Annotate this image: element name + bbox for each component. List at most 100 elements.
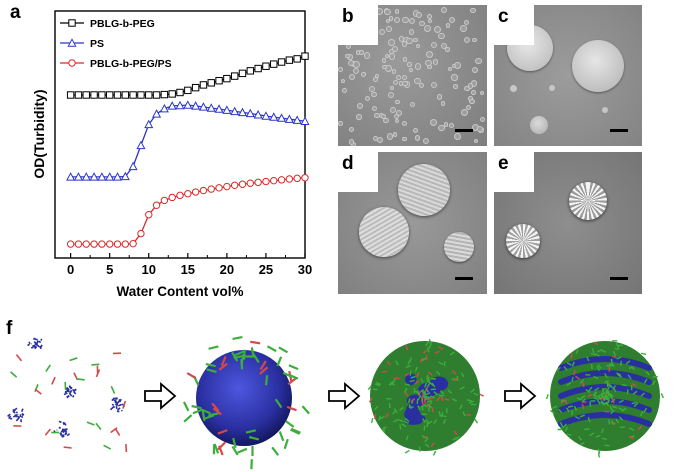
data-point [246,179,255,187]
data-point [284,114,294,123]
data-point [214,104,224,113]
simulation-sequence [7,335,665,470]
rod-chain [182,401,190,412]
nanoparticle [430,119,438,127]
nanoparticle [371,106,377,112]
rod-chain [206,368,217,374]
nanoparticle [445,47,450,52]
data-point [152,201,161,209]
data-point [137,229,145,238]
data-point [97,172,107,181]
blue-domain [405,373,417,386]
nanoparticle [438,124,445,132]
rod-chain [259,366,269,375]
x-tick-label: 5 [106,262,113,277]
micelle-cluster [27,337,43,350]
data-point [82,240,90,248]
micelle-cluster [63,385,77,399]
data-point [237,107,248,117]
x-axis-ticks: 0 5 10 15 20 25 30 [67,253,312,277]
nanoparticle [357,102,363,109]
free-chain [63,446,72,449]
data-point [145,211,153,219]
polystyrene-globule [196,350,292,446]
x-tick-label: 15 [181,262,195,277]
nanoparticle [449,123,454,129]
free-chain [95,422,102,431]
rod-chain [276,356,283,367]
rod-chain [248,435,260,441]
nanoparticle [353,60,360,68]
scale-bar [455,129,473,132]
data-point [223,182,231,191]
nanoparticle [374,112,380,119]
free-chain [34,388,42,395]
data-point [98,91,106,99]
nanoparticle [414,63,422,70]
micelle-cluster [53,420,71,438]
nanoparticle [398,36,405,42]
nanoparticle [382,64,387,69]
data-point [230,72,239,80]
data-point [262,177,270,186]
nanoparticle [412,127,419,134]
free-chain [44,428,52,436]
data-point [269,112,279,121]
rod-chain [290,427,301,434]
scale-bar [610,277,628,280]
rod-chain [278,346,289,354]
nanoparticle [410,101,416,108]
microsphere [549,85,555,91]
free-chain [122,400,127,409]
data-point [191,188,200,196]
rod-chain [286,405,297,412]
nanoparticle [395,99,400,105]
free-chain [114,428,121,437]
nanoparticle [447,67,452,72]
nanoparticle [471,90,476,95]
data-point [222,105,232,114]
data-point [81,172,91,181]
free-chain [15,354,23,362]
data-point [82,91,90,99]
series-square [66,52,309,99]
x-axis-label: Water Content vol% [116,284,243,299]
nanoparticle [464,36,471,43]
data-point [167,101,177,110]
data-point [168,90,176,98]
nanoparticle [384,54,389,59]
label-box [338,5,378,45]
data-point [66,172,76,181]
dispersed-chains-snapshot [7,337,128,453]
nanoparticle [443,122,448,127]
microsphere [510,85,517,92]
nanoparticle [479,90,484,95]
nanoparticle [461,108,468,116]
rod-chain [232,335,243,341]
free-chain [95,369,101,378]
data-point [74,91,83,99]
data-point [206,103,216,112]
nanoparticle [371,91,377,98]
data-point [238,69,247,78]
nanoparticle [475,57,483,65]
nanoparticle [380,114,386,119]
rod-chain [192,408,203,415]
data-point [121,240,130,248]
rod-chain [204,414,215,420]
data-point [159,103,169,113]
series-line [70,104,306,178]
chart-legend: PBLG-b-PEG PS PBLG-b-PEG/PS [60,18,172,70]
nanoparticle [394,119,399,124]
nanoparticle [381,58,387,63]
nanoparticle [470,80,477,87]
data-point [112,172,123,181]
nanoparticle [445,23,451,28]
microsphere [602,107,608,113]
panel-label-d: d [342,153,354,174]
nanoparticle [347,59,354,67]
turbidity-chart: PBLG-b-PEG PS PBLG-b-PEG/PS 0 5 10 15 20 25 30 W… [31,10,312,299]
nanoparticle [414,77,421,84]
panel-label-c: c [498,6,509,27]
x-tick-label: 25 [259,262,273,277]
